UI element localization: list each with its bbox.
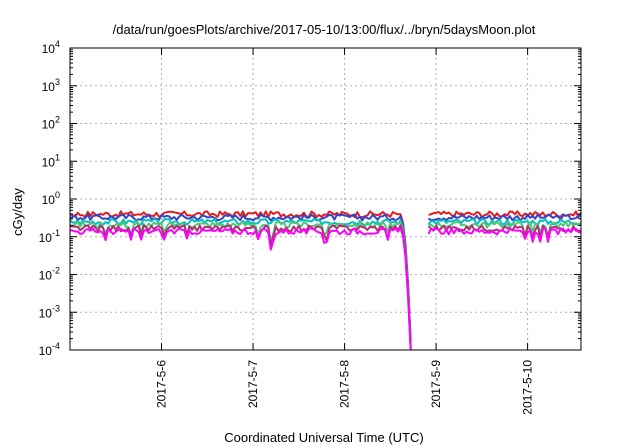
x-tick-label: 2017-5-7 <box>246 360 260 408</box>
y-tick-label: 10-4 <box>39 341 60 358</box>
x-tick-label: 2017-5-6 <box>155 360 169 408</box>
y-tick-label: 10-1 <box>39 228 60 245</box>
chart-title: /data/run/goesPlots/archive/2017-05-10/1… <box>113 22 536 37</box>
y-axis-label: cGy/day <box>10 188 25 236</box>
y-tick-label: 100 <box>42 190 60 207</box>
series-line <box>69 213 582 343</box>
x-axis-label: Coordinated Universal Time (UTC) <box>224 430 423 445</box>
y-tick-label: 102 <box>42 115 60 132</box>
x-tick-label: 2017-5-10 <box>521 360 535 415</box>
series-line <box>69 226 582 351</box>
y-tick-label: 101 <box>42 152 60 169</box>
x-tick-label: 2017-5-9 <box>429 360 443 408</box>
y-tick-label: 103 <box>42 77 60 94</box>
series-layer <box>69 210 582 351</box>
x-tick-label: 2017-5-8 <box>338 360 352 408</box>
series-line <box>69 224 582 351</box>
y-axis-ticks: 104 103 102 101 100 10-1 10-2 10-3 10-4 <box>39 39 581 358</box>
y-tick-label: 10-3 <box>39 303 60 320</box>
grid <box>70 48 581 350</box>
y-tick-label: 10-2 <box>39 266 60 283</box>
y-tick-label: 104 <box>42 39 60 56</box>
x-axis-ticks: 2017-5-6 2017-5-7 2017-5-8 2017-5-9 2017-5-1… <box>155 48 535 415</box>
series-line <box>69 221 582 349</box>
